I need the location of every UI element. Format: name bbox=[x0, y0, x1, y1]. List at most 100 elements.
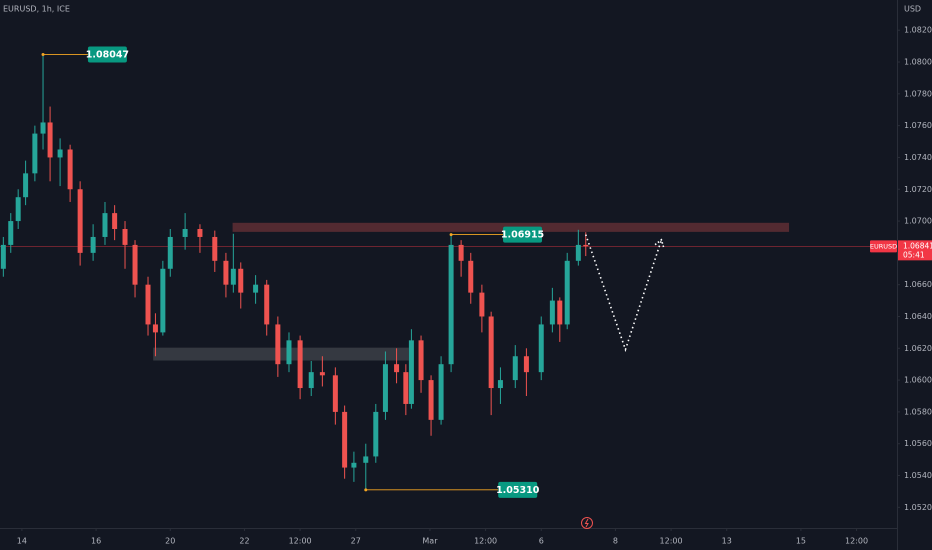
replay-icon[interactable] bbox=[581, 517, 593, 529]
projection-path bbox=[585, 234, 663, 353]
candle-body bbox=[351, 462, 357, 468]
candle-body bbox=[15, 197, 21, 222]
countdown-label: 05:41 bbox=[903, 250, 925, 259]
chart-title: EURUSD, 1h, ICE bbox=[3, 5, 70, 14]
x-tick-label: 27 bbox=[351, 537, 361, 546]
annotation-anchor bbox=[364, 488, 368, 492]
annotation-anchor bbox=[41, 53, 45, 57]
y-tick-label: 1.05400 bbox=[904, 471, 932, 480]
y-tick-label: 1.05200 bbox=[904, 503, 932, 512]
candle-body bbox=[428, 380, 434, 420]
x-tick-label: 20 bbox=[165, 537, 175, 546]
y-tick-label: 1.06200 bbox=[904, 344, 932, 353]
x-tick-label: 12:00 bbox=[660, 537, 683, 546]
candle-body bbox=[523, 356, 529, 373]
annotation-label: 1.05310 bbox=[496, 485, 540, 496]
annotation-label: 1.08047 bbox=[86, 50, 129, 61]
symbol-badge-label: EURUSD bbox=[870, 242, 897, 250]
symbol-badge bbox=[870, 240, 897, 253]
candle-body bbox=[363, 456, 369, 463]
y-tick-label: 1.05800 bbox=[904, 407, 932, 416]
candle-body bbox=[488, 316, 494, 389]
candle-body bbox=[479, 292, 485, 317]
zone bbox=[153, 347, 409, 361]
y-tick-label: 1.06000 bbox=[904, 376, 932, 385]
candle-body bbox=[264, 284, 270, 325]
y-tick-label: 1.07000 bbox=[904, 217, 932, 226]
candle-body bbox=[8, 221, 14, 245]
candle-body bbox=[373, 411, 379, 457]
candle-body bbox=[564, 260, 570, 325]
candle-body bbox=[40, 122, 46, 134]
candle-body bbox=[382, 364, 388, 412]
annotation-box bbox=[87, 46, 127, 63]
candle-body bbox=[342, 411, 348, 468]
candle-body bbox=[212, 236, 218, 261]
price-badge bbox=[898, 240, 932, 261]
candle-body bbox=[90, 236, 96, 253]
candle-body bbox=[458, 244, 464, 261]
x-tick-label: Mar bbox=[422, 537, 438, 546]
candle-body bbox=[297, 340, 303, 389]
annotation-box bbox=[503, 226, 543, 243]
candle-body bbox=[497, 380, 503, 389]
y-tick-label: 1.07800 bbox=[904, 89, 932, 98]
candle-body bbox=[448, 244, 454, 365]
candle-body bbox=[538, 324, 544, 373]
candle-body bbox=[112, 213, 118, 230]
candle-body bbox=[512, 356, 518, 381]
candle-body bbox=[32, 133, 38, 174]
annotation-box bbox=[498, 481, 538, 498]
candle-body bbox=[403, 372, 409, 404]
y-tick-label: 1.08200 bbox=[904, 26, 932, 35]
y-tick-label: 1.08000 bbox=[904, 58, 932, 67]
candle-body bbox=[122, 229, 128, 245]
x-tick-label: 6 bbox=[539, 537, 544, 546]
candle-body bbox=[47, 122, 53, 158]
y-tick-label: 1.07600 bbox=[904, 121, 932, 130]
candle-body bbox=[308, 372, 314, 389]
candle-body bbox=[332, 375, 338, 412]
candle-body bbox=[132, 244, 138, 285]
candle-body bbox=[583, 244, 589, 247]
candle-body bbox=[160, 268, 166, 333]
candle-body bbox=[197, 229, 203, 237]
y-tick-label: 1.06400 bbox=[904, 312, 932, 321]
candle-body bbox=[253, 284, 259, 293]
candle-body bbox=[67, 149, 73, 190]
y-tick-label: 1.05600 bbox=[904, 439, 932, 448]
candle-body bbox=[438, 364, 444, 420]
candle-body bbox=[230, 268, 236, 285]
x-tick-label: 12:00 bbox=[845, 537, 868, 546]
candle-body bbox=[557, 300, 563, 325]
candle-body bbox=[275, 324, 281, 365]
candle-body bbox=[549, 300, 555, 325]
x-tick-label: 15 bbox=[796, 537, 806, 546]
candle-body bbox=[0, 244, 6, 269]
y-tick-label: 1.07400 bbox=[904, 153, 932, 162]
candle-body bbox=[23, 173, 29, 198]
price-axis-label: USD bbox=[904, 5, 921, 14]
candle-body bbox=[57, 149, 63, 158]
candle-body bbox=[102, 213, 108, 237]
candle-body bbox=[286, 340, 292, 365]
candle-body bbox=[77, 189, 83, 253]
annotation-anchor bbox=[449, 233, 453, 237]
candle-body bbox=[319, 372, 325, 376]
candle-body bbox=[418, 340, 424, 381]
x-tick-label: 13 bbox=[722, 537, 732, 546]
candle-body bbox=[238, 268, 244, 293]
x-tick-label: 22 bbox=[239, 537, 249, 546]
projection-arrowhead bbox=[654, 238, 665, 248]
y-tick-label: 1.07200 bbox=[904, 185, 932, 194]
y-tick-label: 1.06600 bbox=[904, 280, 932, 289]
candle-body bbox=[145, 284, 151, 325]
x-tick-label: 16 bbox=[91, 537, 101, 546]
candle-body bbox=[223, 260, 229, 285]
candle-body bbox=[575, 244, 581, 261]
x-tick-label: 12:00 bbox=[289, 537, 312, 546]
candle-body bbox=[468, 260, 474, 293]
x-tick-label: 12:00 bbox=[474, 537, 497, 546]
